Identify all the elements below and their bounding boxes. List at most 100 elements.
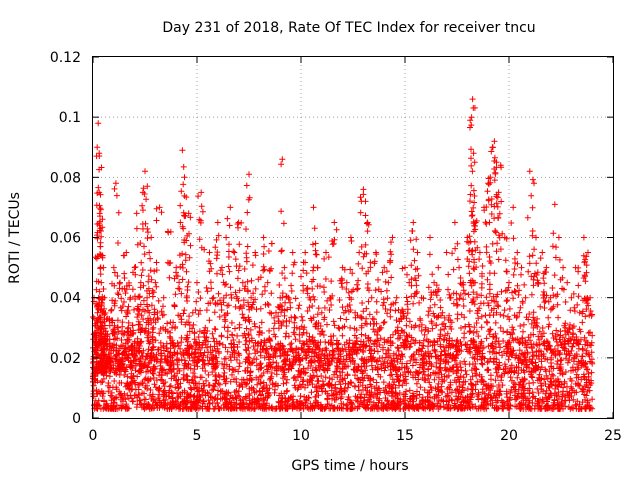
data-point <box>282 405 289 412</box>
data-point <box>555 405 562 412</box>
data-point <box>217 267 224 274</box>
data-point <box>94 343 101 349</box>
data-point <box>262 394 269 401</box>
data-point <box>278 161 285 168</box>
data-point <box>196 380 203 387</box>
data-point <box>178 188 185 195</box>
data-point <box>323 249 329 256</box>
data-point <box>381 389 388 396</box>
data-point <box>267 353 274 360</box>
data-point <box>417 384 424 391</box>
data-point <box>474 356 481 363</box>
data-point <box>494 388 501 394</box>
data-point <box>508 368 515 375</box>
data-point <box>464 341 471 348</box>
data-point <box>347 324 354 331</box>
data-point <box>398 351 405 358</box>
data-point <box>420 368 427 375</box>
data-point <box>220 365 227 372</box>
data-point <box>94 221 101 227</box>
data-point <box>377 373 384 380</box>
data-point <box>249 262 256 269</box>
data-point <box>312 247 319 254</box>
data-point <box>357 376 364 383</box>
data-point <box>521 376 528 383</box>
data-point <box>100 341 107 348</box>
data-point <box>320 381 327 388</box>
data-point <box>258 395 264 402</box>
data-point <box>108 307 114 314</box>
data-point <box>485 196 492 203</box>
data-point <box>194 384 201 391</box>
data-point <box>368 383 375 390</box>
data-point <box>356 249 363 256</box>
data-point <box>580 387 587 393</box>
data-point <box>318 385 325 392</box>
data-point <box>145 273 152 280</box>
data-point <box>279 394 286 401</box>
data-point <box>574 398 581 405</box>
data-point <box>538 386 545 393</box>
data-point <box>427 304 434 311</box>
data-point <box>253 374 260 381</box>
data-point <box>454 315 461 322</box>
data-point <box>264 368 271 375</box>
data-point <box>176 279 183 286</box>
data-point <box>191 392 198 399</box>
data-point <box>543 372 550 379</box>
data-point <box>284 376 290 383</box>
data-point <box>281 264 288 271</box>
data-point <box>153 217 160 224</box>
data-point <box>284 387 291 394</box>
data-point <box>519 395 526 402</box>
data-point <box>235 368 242 375</box>
data-point <box>142 220 149 227</box>
data-point <box>383 268 390 275</box>
data-point <box>414 369 421 376</box>
data-point <box>179 264 186 271</box>
data-point <box>153 283 160 290</box>
data-point <box>128 395 135 402</box>
data-point <box>215 348 222 355</box>
data-point <box>336 378 343 385</box>
data-point <box>166 405 173 412</box>
data-point <box>251 389 258 396</box>
data-point <box>288 288 295 294</box>
data-point <box>348 399 355 406</box>
data-point <box>347 380 354 386</box>
data-point <box>410 219 417 226</box>
data-point <box>483 220 490 227</box>
data-point <box>259 388 266 395</box>
data-point <box>313 251 320 258</box>
data-point <box>403 388 410 395</box>
data-point <box>314 264 321 271</box>
data-point <box>583 376 590 383</box>
data-point <box>363 402 370 409</box>
data-point <box>174 381 181 388</box>
data-point <box>425 389 432 396</box>
data-point <box>364 372 370 379</box>
data-point <box>229 404 236 411</box>
data-point <box>241 403 248 410</box>
data-point <box>501 402 508 409</box>
data-point <box>368 389 375 396</box>
data-point <box>419 375 426 381</box>
data-point <box>437 297 444 303</box>
data-point <box>131 306 137 313</box>
data-point <box>105 405 112 412</box>
data-point <box>171 372 178 379</box>
data-point <box>510 295 517 302</box>
data-point <box>115 240 121 246</box>
data-point <box>428 387 435 394</box>
data-point <box>268 370 275 376</box>
data-point <box>435 380 442 387</box>
data-point <box>549 243 556 250</box>
data-point <box>219 360 226 367</box>
data-point <box>227 378 234 385</box>
data-point <box>214 270 220 277</box>
data-point <box>360 253 367 260</box>
data-point <box>370 393 377 399</box>
data-point <box>538 375 545 382</box>
data-point <box>184 373 191 380</box>
